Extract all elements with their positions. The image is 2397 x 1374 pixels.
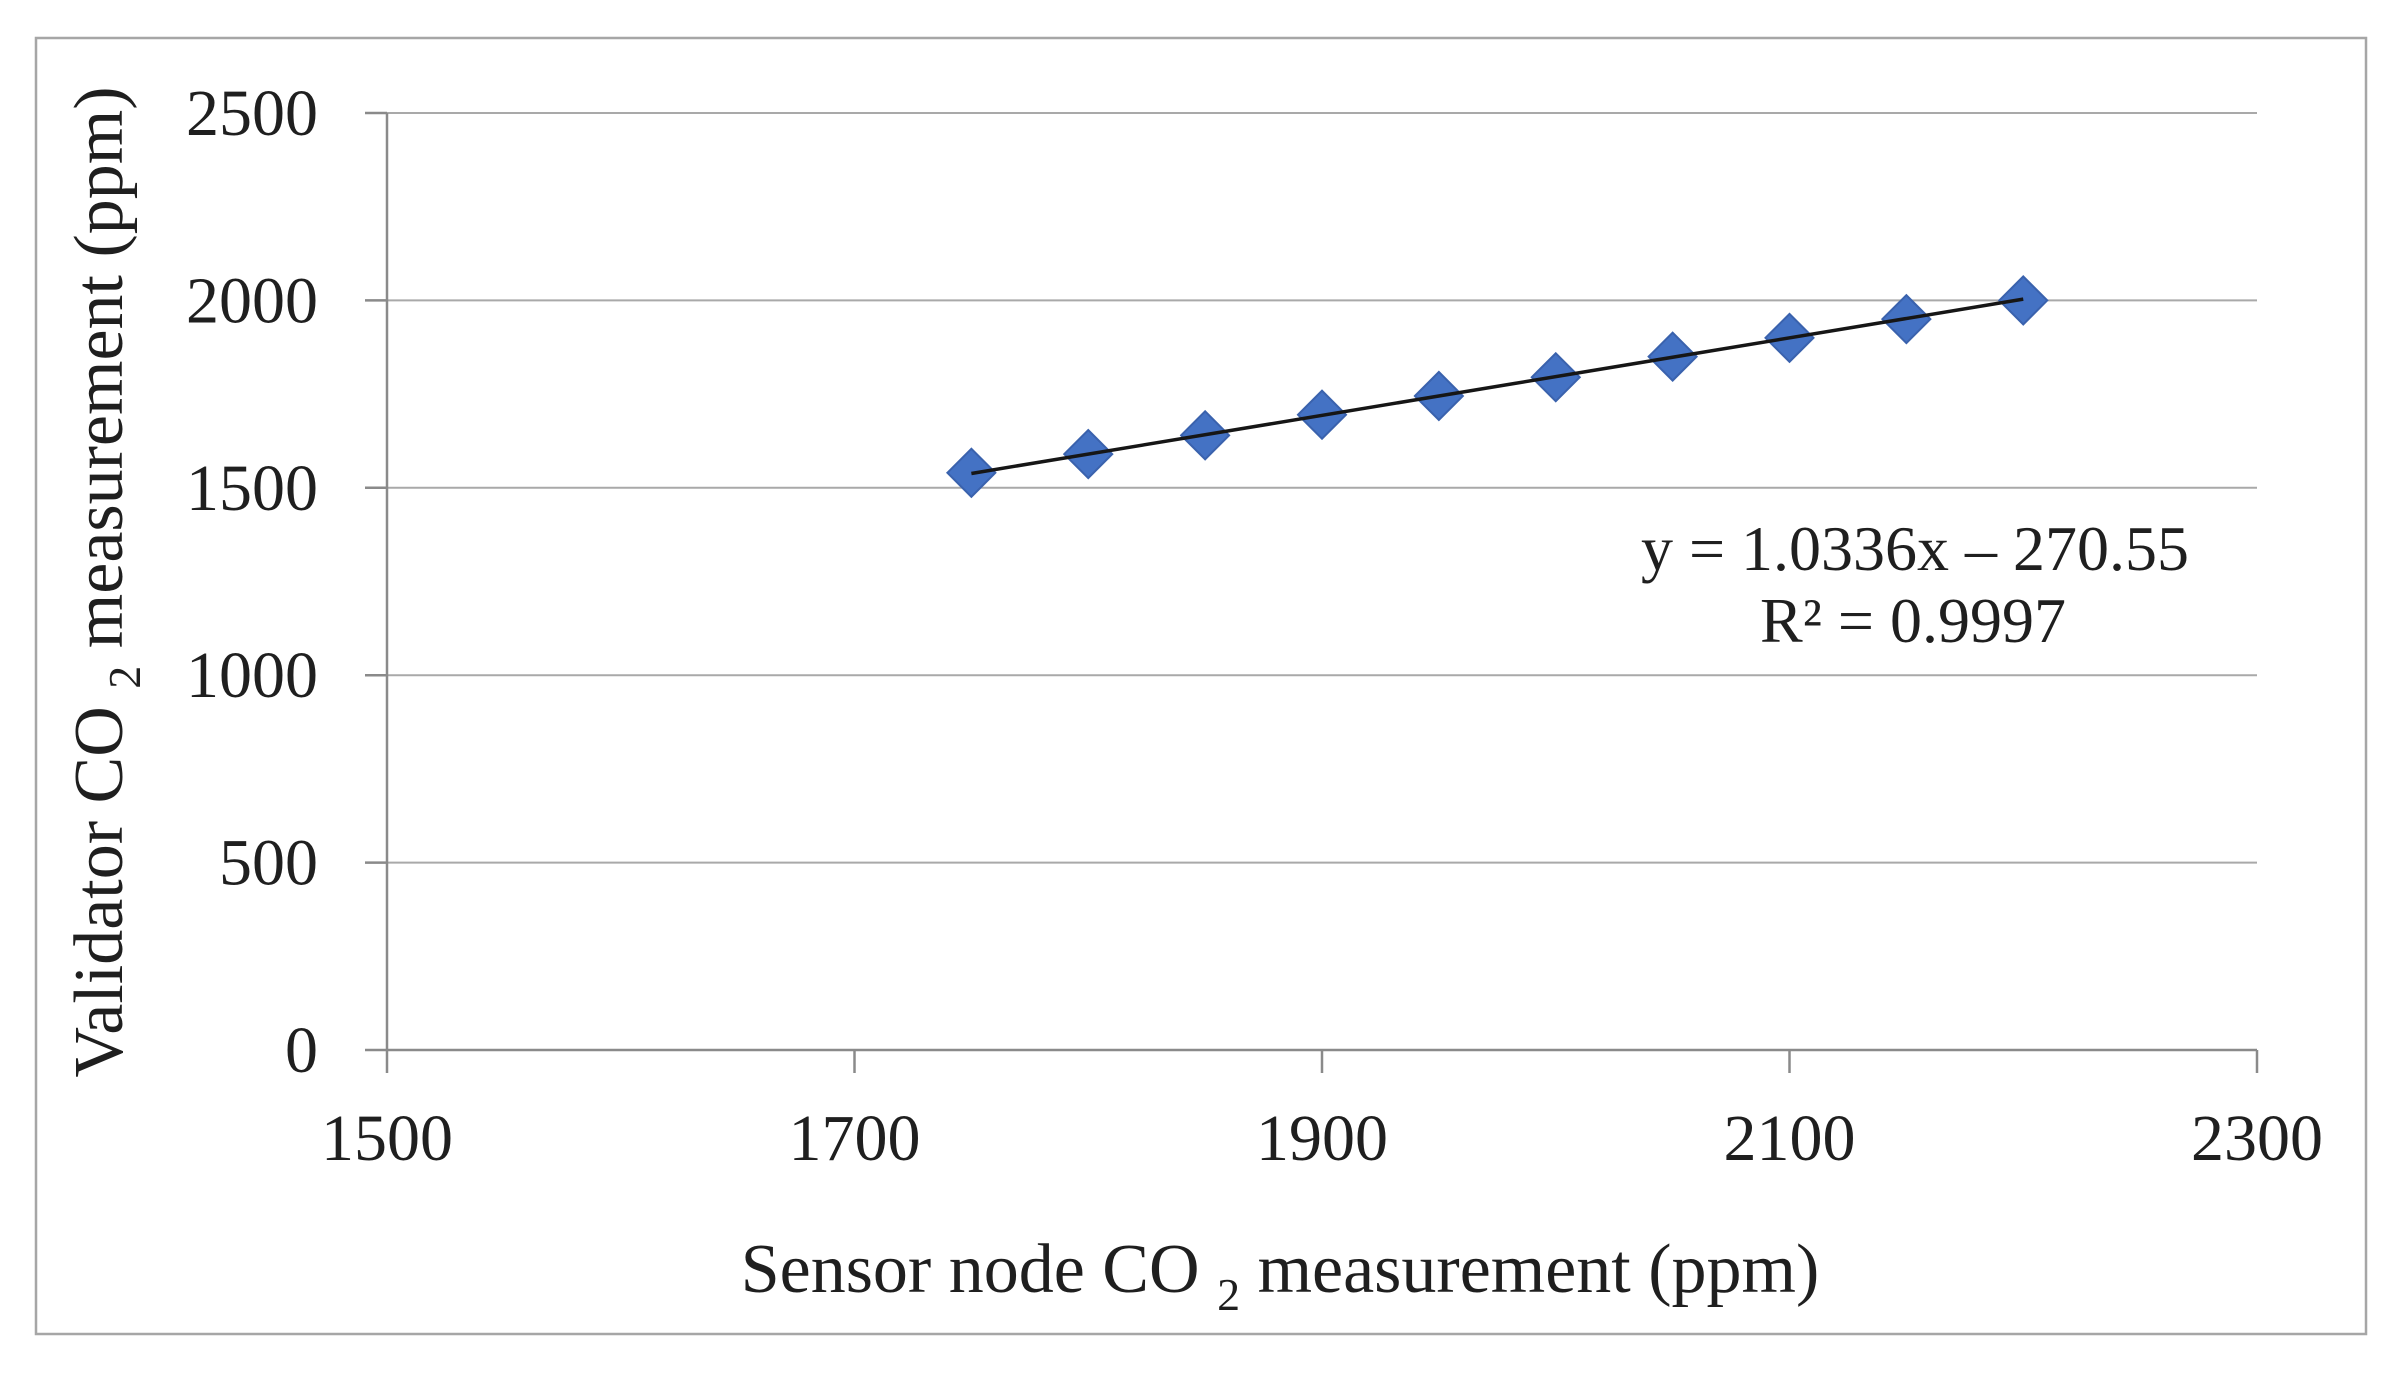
x-axis-title-text: Sensor node CO xyxy=(741,1231,1200,1308)
trendline xyxy=(971,297,2024,476)
y-axis-title: Validator CO 2 measurement (ppm) xyxy=(61,86,156,1077)
x-axis-tick-labels: 1500 1700 1900 2100 2300 xyxy=(321,1102,2323,1175)
x-axis-title: Sensor node CO 2 measurement (ppm) xyxy=(741,1231,1820,1326)
tick-marks xyxy=(365,111,2259,1073)
x-tick-label: 1700 xyxy=(789,1102,921,1175)
x-tick-label: 1500 xyxy=(321,1102,453,1175)
x-axis-title-subscript: 2 xyxy=(1217,1269,1240,1320)
figure-border xyxy=(34,36,2368,1336)
gridlines xyxy=(387,112,2257,864)
y-axis-title-subscript: 2 xyxy=(99,666,150,689)
trendline-equation-label: y = 1.0336x – 270.55 xyxy=(1641,513,2189,584)
y-tick-label: 500 xyxy=(219,827,318,900)
y-axis-title-text: Validator CO xyxy=(61,706,138,1077)
y-axis-title-text-suffix: measurement (ppm) xyxy=(61,86,138,648)
y-tick-label: 2500 xyxy=(186,77,318,150)
y-tick-label: 0 xyxy=(285,1014,318,1087)
x-tick-label: 2300 xyxy=(2191,1102,2323,1175)
x-axis-title-text-suffix: measurement (ppm) xyxy=(1258,1231,1820,1308)
trendline-segment xyxy=(971,297,2024,476)
y-axis-tick-labels: 0 500 1000 1500 2000 2500 xyxy=(186,77,318,1087)
y-tick-label: 2000 xyxy=(186,264,318,337)
r-squared-label: R² = 0.9997 xyxy=(1760,585,2066,656)
x-tick-label: 1900 xyxy=(1256,1102,1388,1175)
y-tick-label: 1000 xyxy=(186,639,318,712)
y-tick-label: 1500 xyxy=(186,452,318,525)
x-tick-label: 2100 xyxy=(1724,1102,1856,1175)
